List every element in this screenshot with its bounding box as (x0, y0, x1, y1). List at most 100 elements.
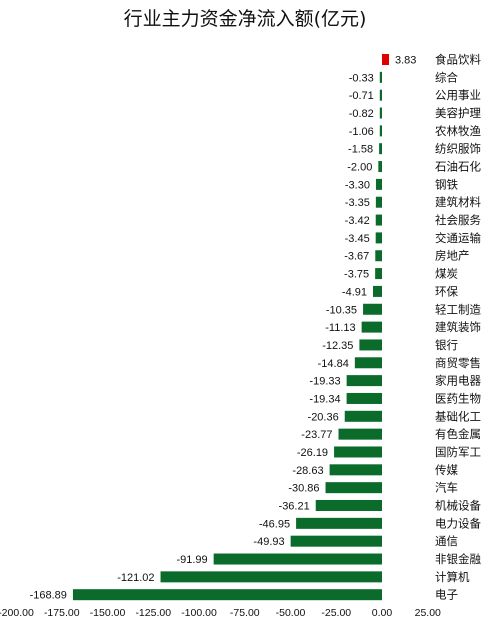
x-tick-label: 0.00 (372, 607, 393, 619)
value-label: -26.19 (297, 447, 328, 459)
bar-电力设备 (296, 517, 382, 529)
bar-公用事业 (379, 89, 382, 101)
category-label: 煤炭 (435, 267, 458, 281)
bar-基础化工 (344, 410, 382, 422)
value-label: -3.75 (344, 269, 369, 281)
bar-钢铁 (375, 178, 382, 190)
category-label: 纺织服饰 (435, 142, 481, 156)
bars-group (72, 54, 390, 601)
category-label: 商贸零售 (435, 356, 481, 370)
category-label: 有色金属 (435, 427, 481, 441)
chart-title: 行业主力资金净流入额(亿元) (124, 8, 367, 30)
value-label: -168.89 (30, 590, 67, 602)
bar-汽车 (325, 482, 382, 494)
category-label: 食品饮料 (435, 53, 481, 67)
bar-美容护理 (379, 107, 382, 119)
category-label: 交通运输 (435, 231, 481, 245)
category-label: 机械设备 (435, 499, 481, 513)
category-label: 医药生物 (435, 391, 481, 405)
category-label: 美容护理 (435, 106, 481, 120)
bar-社会服务 (375, 214, 382, 226)
x-tick-label: -200.00 (0, 607, 34, 619)
x-tick-label: -125.00 (135, 607, 171, 619)
bar-食品饮料 (382, 54, 390, 65)
value-label: -3.42 (345, 215, 370, 227)
value-label: -1.06 (349, 126, 374, 138)
category-label: 农林牧渔 (435, 124, 481, 138)
value-label: -28.63 (292, 465, 323, 477)
value-label: -3.67 (344, 251, 369, 263)
bar-机械设备 (315, 500, 382, 511)
category-labels-group: 食品饮料综合公用事业美容护理农林牧渔纺织服饰石油石化钢铁建筑材料社会服务交通运输… (435, 53, 481, 602)
value-label: -12.35 (322, 340, 353, 352)
bar-农林牧渔 (379, 125, 382, 137)
bar-纺织服饰 (379, 143, 382, 155)
x-tick-label: -100.00 (181, 607, 217, 619)
category-label: 建筑装饰 (435, 320, 481, 334)
value-label: -20.36 (308, 411, 339, 423)
value-label: -49.93 (253, 536, 284, 548)
value-label: -10.35 (326, 304, 357, 316)
bar-传媒 (329, 464, 382, 476)
value-label: -30.86 (288, 483, 319, 495)
x-tick-label: -175.00 (44, 607, 80, 619)
bar-通信 (290, 535, 382, 547)
x-tick-label: -50.00 (276, 607, 306, 619)
category-label: 电力设备 (435, 516, 481, 530)
bar-石油石化 (378, 161, 382, 173)
x-tick-label: -150.00 (90, 607, 126, 619)
value-label: -14.84 (318, 358, 349, 370)
bar-银行 (359, 339, 382, 351)
value-labels-group: 3.83 -0.33 -0.71 -0.82 -1.06 -1.58 -2.00 -3.30 -… (30, 55, 417, 602)
bar-建筑装饰 (361, 321, 382, 333)
category-label: 银行 (435, 338, 458, 352)
category-label: 国防军工 (435, 445, 481, 459)
x-tick-label: 25.00 (415, 607, 441, 619)
category-label: 综合 (435, 70, 458, 84)
bar-计算机 (160, 571, 382, 583)
value-label: -121.02 (117, 572, 154, 584)
category-label: 基础化工 (435, 409, 481, 423)
value-label: -36.21 (279, 501, 310, 513)
bar-医药生物 (346, 392, 382, 404)
value-label: -2.00 (347, 162, 372, 174)
bar-轻工制造 (363, 303, 382, 315)
bar-家用电器 (346, 375, 382, 387)
value-label: -0.71 (349, 90, 374, 102)
value-label: -46.95 (259, 518, 290, 530)
value-label: -19.33 (309, 376, 340, 388)
value-label: -0.33 (349, 72, 374, 84)
x-tick-label: -75.00 (230, 607, 260, 619)
bar-非银金融 (213, 553, 382, 565)
x-tick-label: -25.00 (321, 607, 351, 619)
bar-环保 (373, 285, 382, 297)
value-label: -0.82 (349, 108, 374, 120)
bar-电子 (72, 589, 383, 601)
value-label: -1.58 (348, 144, 373, 156)
category-label: 通信 (435, 534, 458, 548)
category-label: 非银金融 (435, 552, 481, 566)
value-label: -91.99 (176, 554, 207, 566)
category-label: 公用事业 (435, 88, 481, 102)
value-label: -4.91 (342, 286, 367, 298)
category-label: 传媒 (435, 463, 458, 477)
category-label: 家用电器 (435, 374, 481, 388)
category-label: 建筑材料 (435, 195, 481, 209)
category-label: 汽车 (435, 481, 458, 495)
bar-煤炭 (375, 268, 382, 280)
category-label: 计算机 (435, 570, 470, 584)
category-label: 钢铁 (435, 177, 458, 191)
category-label: 环保 (435, 284, 458, 298)
value-label: -3.30 (345, 179, 370, 191)
value-label: -23.77 (301, 429, 332, 441)
value-label: -3.35 (345, 197, 370, 209)
x-axis-ticks-group: -200.00 -175.00 -150.00 -125.00 -100.00 -75.0… (0, 607, 441, 619)
value-label: -3.45 (345, 233, 370, 245)
value-label: -11.13 (325, 322, 355, 334)
bar-有色金属 (338, 428, 382, 440)
bar-国防军工 (334, 446, 382, 458)
category-label: 石油石化 (435, 160, 481, 174)
category-label: 社会服务 (435, 213, 481, 227)
